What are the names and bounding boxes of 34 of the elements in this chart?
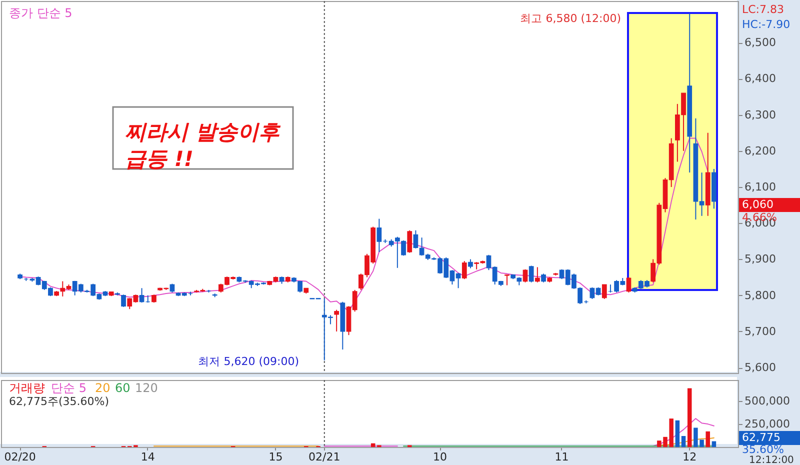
y-tick-label: 500,000 xyxy=(744,394,790,408)
text: 62,775 xyxy=(742,431,780,444)
x-tick-label: 12 xyxy=(682,450,697,464)
annotation: 최저 5,620 (09:00) xyxy=(198,355,299,368)
y-tick-label: 5,700 xyxy=(744,324,776,338)
y-tick-label: 6,500 xyxy=(744,36,776,50)
text: HC:-7.90 xyxy=(742,18,790,31)
text: LC:7.83 xyxy=(742,3,784,16)
x-tick-label: 14 xyxy=(140,450,155,464)
annotation: 최고 6,580 (12:00) xyxy=(520,12,621,25)
y-tick-label: 5,800 xyxy=(744,288,776,302)
annotation: 찌라시 발송이후 급등 !! xyxy=(125,120,282,171)
annotation: 120 xyxy=(135,381,158,395)
y-tick-label: 6,200 xyxy=(744,144,776,158)
x-tick-label: 15 xyxy=(268,450,283,464)
text: 단순 5 xyxy=(51,381,86,395)
text: 35.60% xyxy=(742,443,784,456)
x-tick-label: 02/20 xyxy=(4,450,36,464)
text: 종가 단순 5 xyxy=(9,6,72,20)
text: 거래량 xyxy=(9,381,45,395)
text: 6,060 xyxy=(742,198,774,211)
x-tick-label: 10 xyxy=(433,450,448,464)
annotation: 62,775주(35.60%) xyxy=(9,395,110,408)
text: 12:12:00 xyxy=(749,455,794,465)
y-tick-label: 5,900 xyxy=(744,252,776,266)
x-tick-label: 02/21 xyxy=(308,450,340,464)
text: 60 xyxy=(115,381,130,395)
y-tick-label: 250,000 xyxy=(744,418,790,431)
y-tick-label: 6,300 xyxy=(744,108,776,122)
y-tick-label: 6,100 xyxy=(744,180,776,194)
y-tick-label: 6,400 xyxy=(744,72,776,86)
y-tick-label: 5,600 xyxy=(744,361,776,374)
text: 20 xyxy=(95,381,110,395)
x-tick-label: 11 xyxy=(554,450,569,464)
